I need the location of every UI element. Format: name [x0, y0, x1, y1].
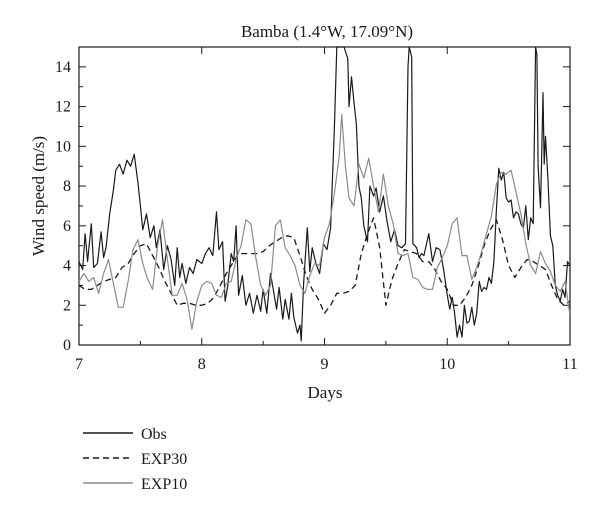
series-line-exp10: [79, 113, 570, 330]
series-layer: [79, 46, 570, 342]
x-tick-label: 11: [562, 356, 577, 373]
y-tick-label: 12: [55, 99, 71, 116]
x-tick-label: 10: [439, 356, 455, 373]
y-tick-label: 4: [63, 258, 71, 275]
y-tick-label: 14: [55, 59, 71, 76]
x-tick-label: 7: [75, 356, 83, 373]
y-tick-label: 8: [63, 178, 71, 195]
y-axis-label: Wind speed (m/s): [29, 136, 48, 256]
series-line-obs: [79, 46, 570, 342]
series-line-exp30: [79, 217, 570, 314]
legend-label-exp30: EXP30: [141, 451, 187, 468]
y-axis: 0 2 4 6 8 10 12 14: [55, 59, 570, 354]
x-tick-label: 8: [198, 356, 206, 373]
y-tick-label: 10: [55, 138, 71, 155]
y-tick-label: 0: [63, 337, 71, 354]
legend-label-obs: Obs: [141, 426, 167, 443]
x-axis-label: Days: [308, 383, 343, 402]
legend-label-exp10: EXP10: [141, 476, 187, 493]
y-tick-label: 6: [63, 218, 71, 235]
y-tick-label: 2: [63, 297, 71, 314]
legend: Obs EXP30 EXP10: [83, 426, 187, 493]
x-tick-label: 9: [321, 356, 329, 373]
chart-title: Bamba (1.4°W, 17.09°N): [241, 22, 413, 41]
plot-frame: [78, 46, 571, 346]
x-axis: 7 8 9 10 11: [75, 47, 578, 373]
